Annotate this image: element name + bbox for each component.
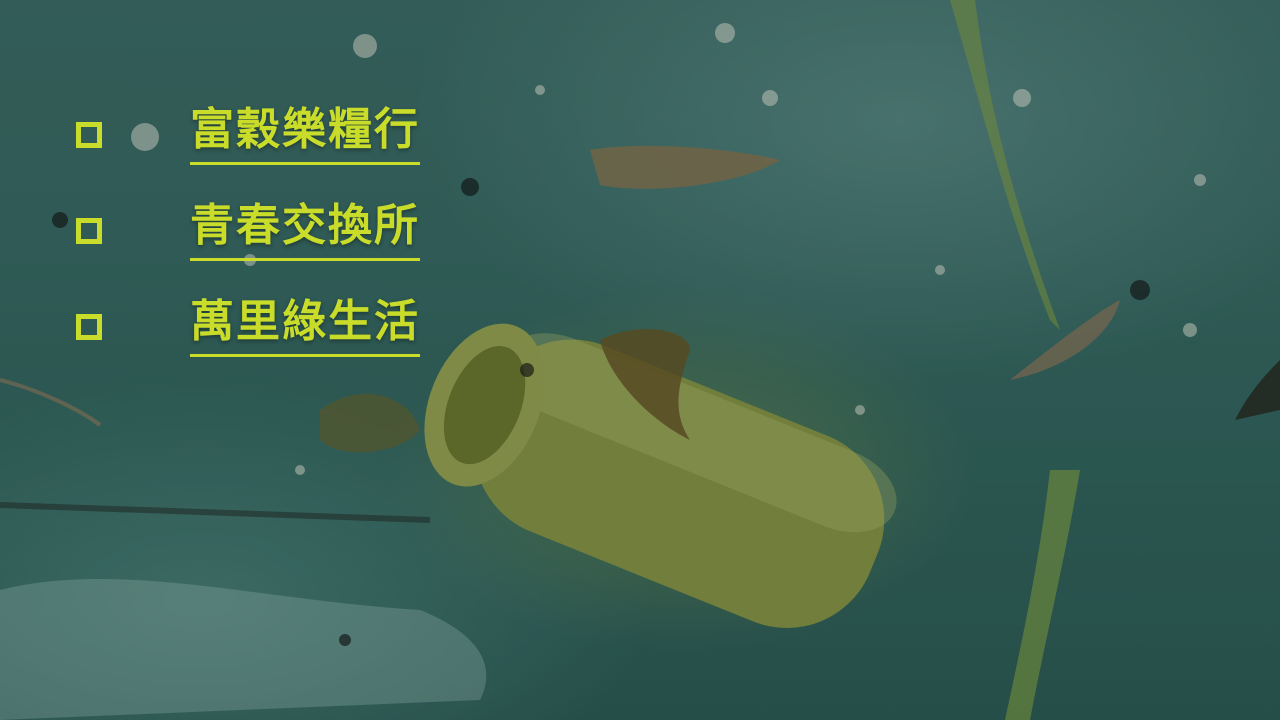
option-item-youth-exchange[interactable]: 青春交換所 [72,196,492,292]
option-item-fugule[interactable]: 富穀樂糧行 [72,100,492,196]
option-label[interactable]: 富穀樂糧行 [190,100,420,165]
option-item-wanli-green-life[interactable]: 萬里綠生活 [72,292,492,388]
checkbox-icon[interactable] [76,122,102,148]
option-label[interactable]: 青春交換所 [190,196,420,261]
option-list: 富穀樂糧行 青春交換所 萬里綠生活 [72,100,492,388]
option-label[interactable]: 萬里綠生活 [190,292,420,357]
checkbox-icon[interactable] [76,218,102,244]
checkbox-icon[interactable] [76,314,102,340]
